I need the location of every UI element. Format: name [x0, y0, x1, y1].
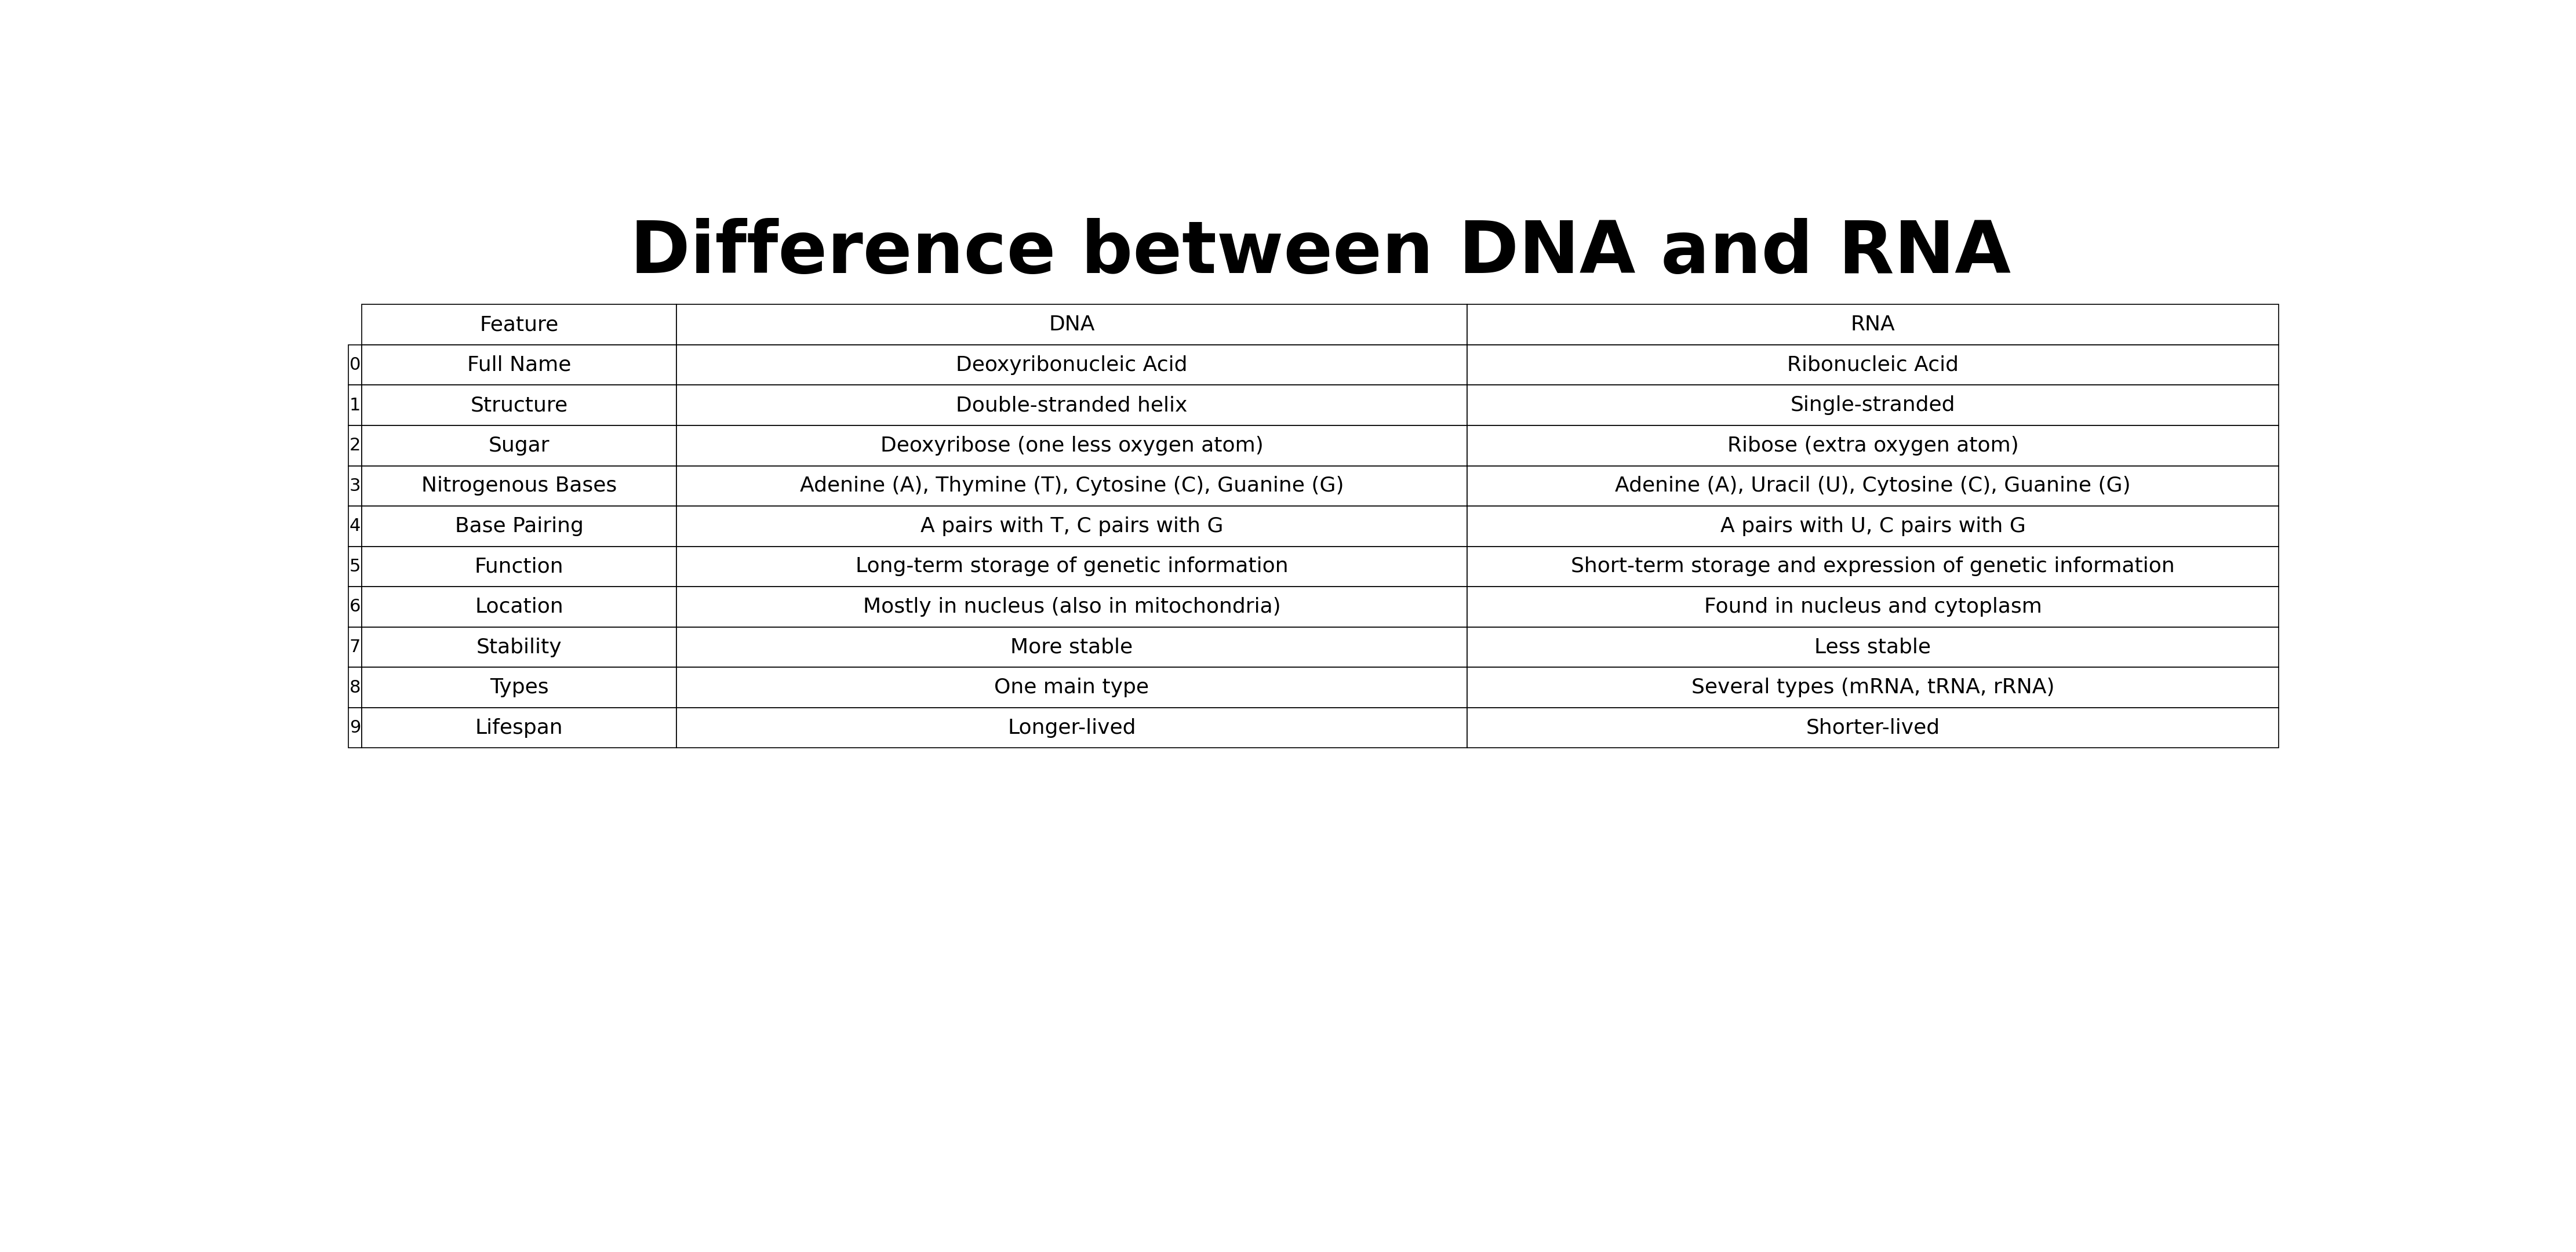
Text: Difference between DNA and RNA: Difference between DNA and RNA [629, 218, 2012, 288]
